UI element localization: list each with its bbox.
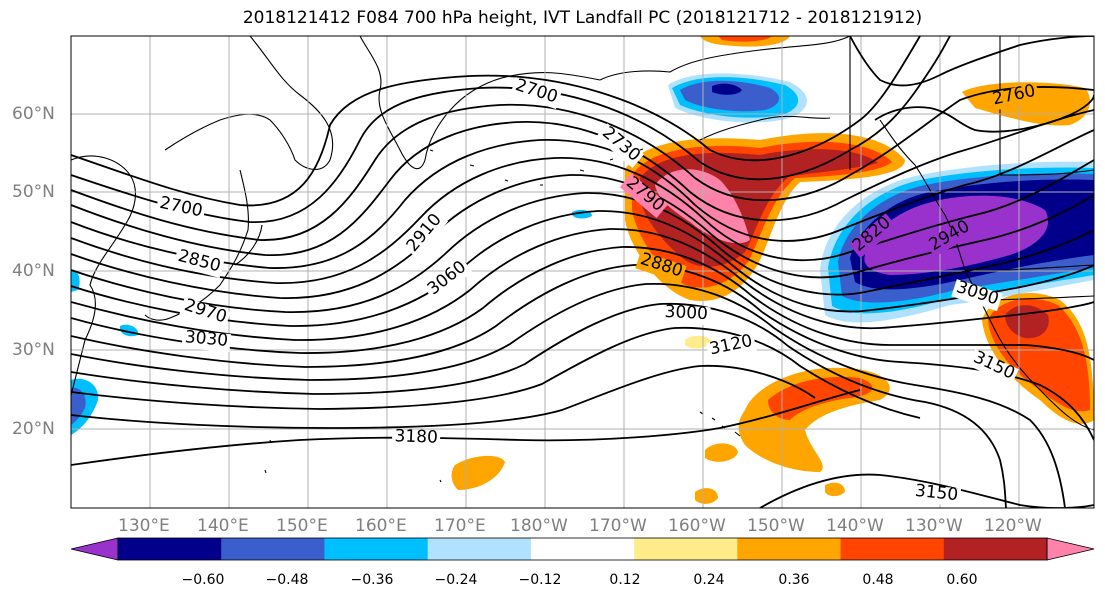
colorbar-tick-label: 0.48 — [862, 572, 894, 588]
colorbar-bin — [737, 538, 841, 560]
colorbar-tick-label: −0.24 — [434, 572, 478, 588]
colorbar-bins — [118, 538, 1048, 560]
colorbar-tick-label: −0.48 — [265, 572, 309, 588]
map-title: 2018121412 F084 700 hPa height, IVT Land… — [242, 8, 923, 28]
contour-label-3180: 3180 — [394, 426, 438, 447]
colorbar — [70, 537, 1095, 561]
lat-label: 60°N — [12, 104, 55, 124]
lon-label: 170°E — [434, 516, 486, 536]
contour-label-3030: 3030 — [184, 327, 229, 351]
lon-label: 160°W — [668, 516, 726, 536]
lon-label: 140°E — [197, 516, 249, 536]
map-area: 2700 2700 2730 2760 2790 2820 2850 2880 … — [71, 36, 1094, 508]
colorbar-tick-label: 0.24 — [693, 572, 725, 588]
lat-label: 50°N — [12, 182, 55, 202]
contour-label-3150: 3150 — [914, 481, 959, 505]
colorbar-tick-label: 0.12 — [609, 572, 641, 588]
colorbar-bin — [530, 538, 635, 560]
colorbar-bin — [118, 538, 222, 560]
lon-label: 120°W — [984, 516, 1042, 536]
height-contours — [71, 36, 1094, 508]
lon-label: 180°W — [510, 516, 568, 536]
colorbar-low-extend — [70, 537, 119, 561]
colorbar-bin — [634, 538, 738, 560]
colorbar-bin — [943, 538, 1048, 560]
colorbar-tick-label: −0.12 — [518, 572, 562, 588]
lon-label: 130°E — [118, 516, 170, 536]
lon-label: 160°E — [355, 516, 407, 536]
lon-label: 140°W — [826, 516, 884, 536]
colorbar-bin — [324, 538, 429, 560]
colorbar-bin — [427, 538, 532, 560]
colorbar-high-extend — [1046, 537, 1095, 561]
colorbar-bin — [221, 538, 325, 560]
colorbar-bin — [840, 538, 945, 560]
lon-label: 130°W — [905, 516, 963, 536]
lon-label: 150°W — [747, 516, 805, 536]
lat-label: 20°N — [12, 419, 55, 439]
contour-label-3000: 3000 — [664, 302, 708, 324]
colorbar-tick-label: −0.60 — [181, 572, 225, 588]
colorbar-tick-label: −0.36 — [350, 572, 394, 588]
lon-label: 170°W — [589, 516, 647, 536]
lon-label: 150°E — [276, 516, 328, 536]
colorbar-tick-label: 0.60 — [946, 572, 978, 588]
map-frame — [70, 35, 1095, 509]
lat-label: 30°N — [12, 340, 55, 360]
lat-label: 40°N — [12, 261, 55, 281]
colorbar-tick-label: 0.36 — [778, 572, 810, 588]
